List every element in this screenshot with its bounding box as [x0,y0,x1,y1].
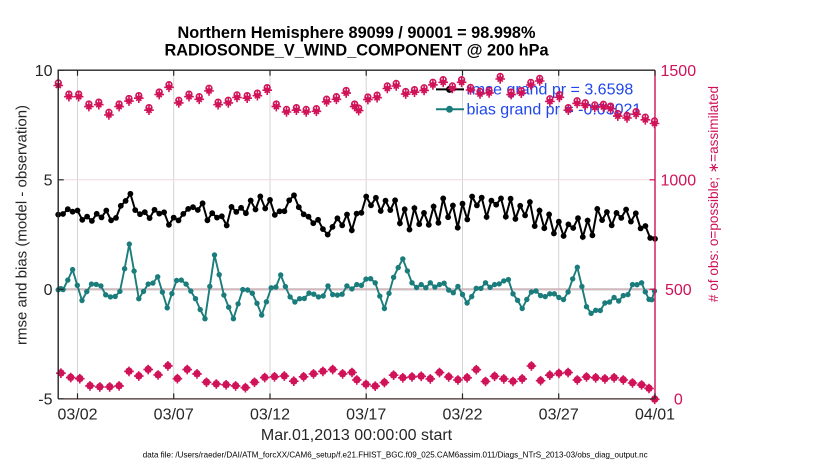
svg-text:-5: -5 [38,392,52,409]
svg-text:03/22: 03/22 [442,407,482,424]
svg-text:5: 5 [44,173,53,190]
svg-text:RADIOSONDE_V_WIND_COMPONENT @: RADIOSONDE_V_WIND_COMPONENT @ 200 hPa [164,42,549,60]
svg-text:0: 0 [674,392,683,409]
svg-text:Mar.01,2013 00:00:00 start: Mar.01,2013 00:00:00 start [261,427,453,444]
svg-text:Northern Hemisphere 89099 / 90: Northern Hemisphere 89099 / 90001 = 98.9… [178,24,536,42]
svg-text:03/12: 03/12 [250,407,290,424]
svg-text:03/27: 03/27 [539,407,579,424]
svg-text:500: 500 [665,282,692,299]
svg-text:10: 10 [35,63,53,80]
svg-text:04/01: 04/01 [635,407,675,424]
svg-text:03/07: 03/07 [154,407,194,424]
svg-text:03/17: 03/17 [346,407,386,424]
svg-text:0: 0 [44,282,53,299]
svg-text:data file: /Users/raeder/DAI/A: data file: /Users/raeder/DAI/ATM_forcXX/… [143,451,648,460]
svg-text:03/02: 03/02 [57,407,97,424]
svg-text:# of obs: o=possible; ∗=assimi: # of obs: o=possible; ∗=assimilated [706,86,721,302]
svg-text:rmse and bias (model - observa: rmse and bias (model - observation) [14,105,31,345]
svg-text:1000: 1000 [661,173,697,190]
svg-text:1500: 1500 [661,63,697,80]
